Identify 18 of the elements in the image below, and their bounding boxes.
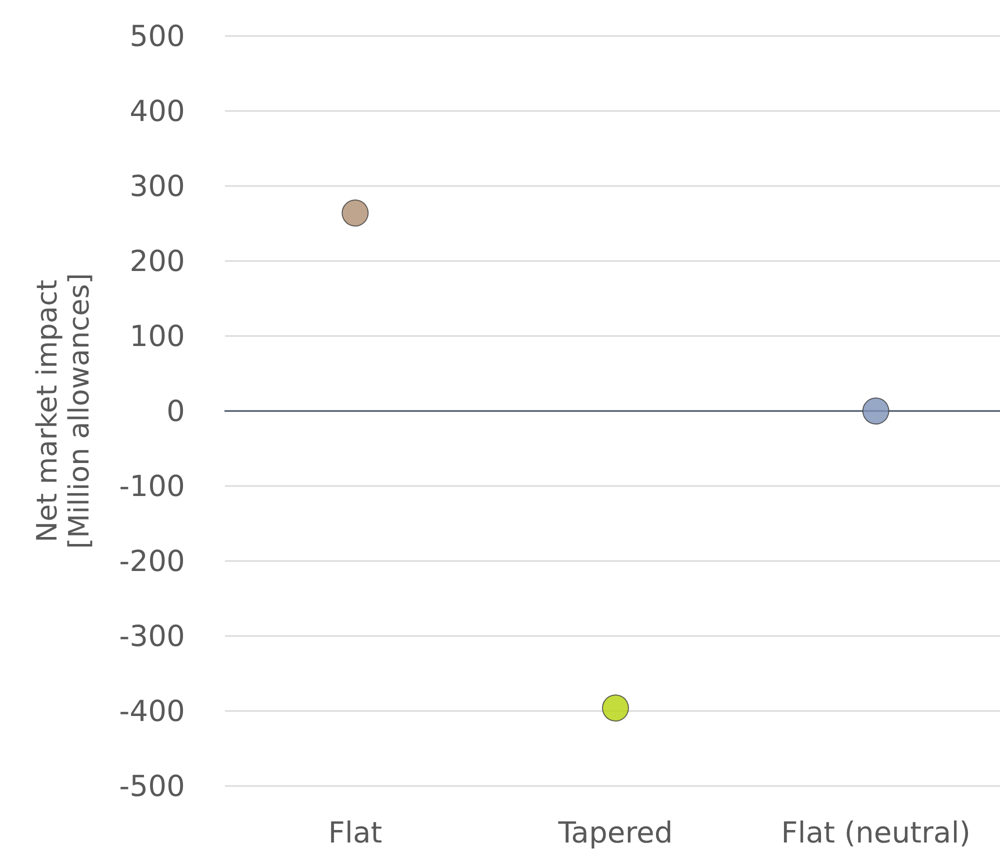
y-tick-label: -200: [119, 544, 185, 578]
y-tick-label: -500: [119, 769, 185, 803]
x-tick-label: Tapered: [557, 816, 673, 850]
y-axis-title: Net market impact [Million allowances]: [30, 273, 96, 549]
y-tick-label: 400: [130, 94, 185, 128]
y-tick-label: 300: [130, 169, 185, 203]
point: [862, 398, 890, 424]
y-tick-label: 500: [130, 19, 185, 53]
y-tick-label: -300: [119, 619, 185, 653]
point: [602, 694, 629, 722]
point: [342, 200, 369, 226]
y-tick-label: 100: [130, 319, 185, 353]
x-tick-label: Flat (neutral): [781, 816, 971, 850]
x-tick-label: Flat: [328, 816, 382, 850]
y-tick-label: 200: [130, 244, 185, 278]
y-tick-label: 0: [166, 394, 185, 428]
y-tick-label: -400: [119, 694, 185, 728]
y-tick-label: -100: [119, 469, 185, 503]
